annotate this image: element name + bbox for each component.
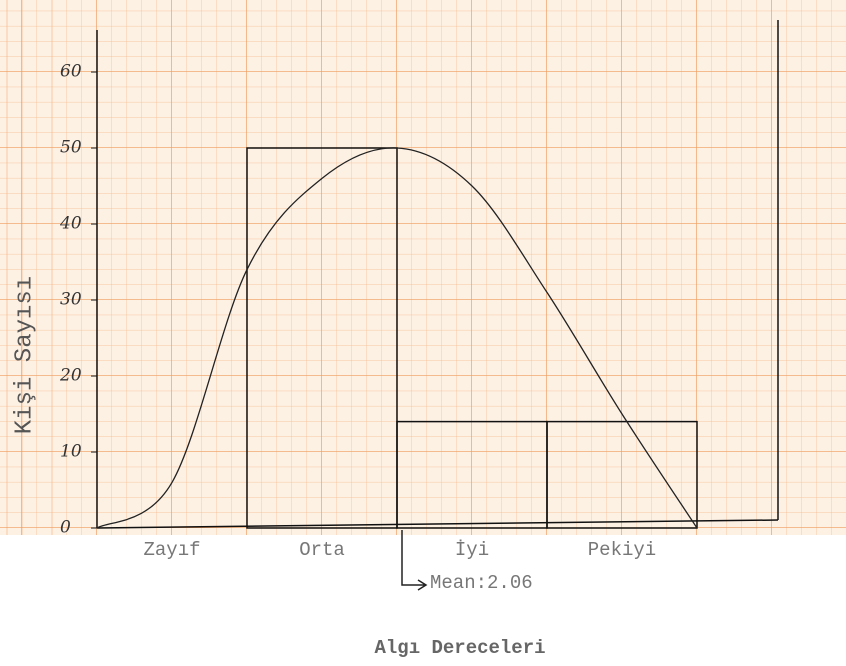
y-tick-label: 40 (59, 214, 82, 234)
y-tick-label: 0 (60, 518, 71, 538)
y-tick-label: 60 (60, 62, 82, 82)
y-tick-label: 20 (59, 366, 82, 386)
bar (246, 147, 398, 529)
y-tick-label: 10 (60, 442, 82, 462)
x-tick-label: Orta (299, 539, 345, 561)
mean-annotation: Mean:2.06 (430, 572, 533, 594)
curve (96, 147, 698, 529)
y-tick-label: 30 (60, 290, 82, 310)
mean-arrow (401, 530, 428, 591)
x-tick-label: Pekiyi (588, 539, 656, 561)
chart-title: Algı Dereceleri (374, 637, 545, 659)
y-tick-label: 50 (60, 138, 82, 158)
x-tick-label: Zayıf (143, 539, 200, 561)
x-axis (96, 519, 779, 529)
x-tick-label: İyi (455, 539, 489, 561)
graph-paper (0, 0, 846, 535)
bar (546, 420, 698, 529)
y-axis-title: Kişi Sayısı (11, 276, 38, 434)
